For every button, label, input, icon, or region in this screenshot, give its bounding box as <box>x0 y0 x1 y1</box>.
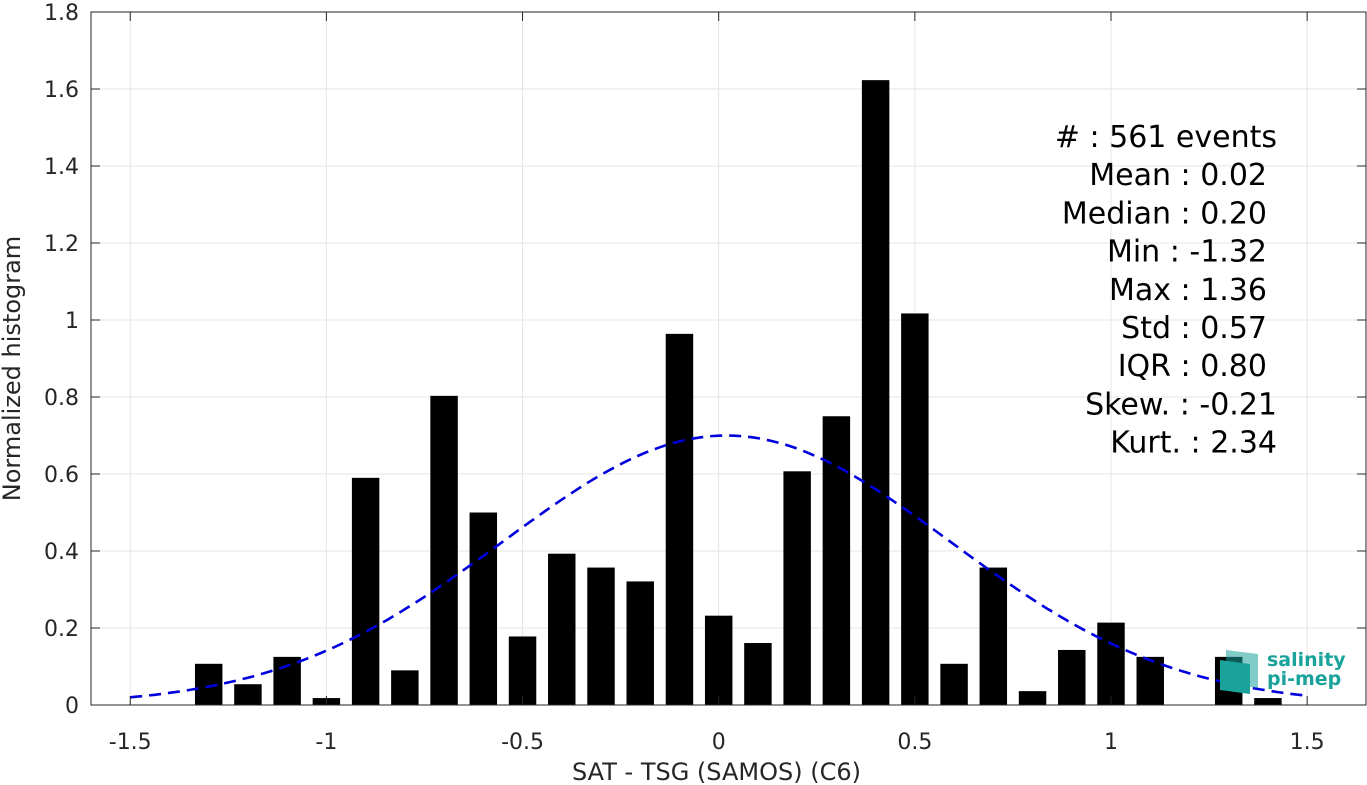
histogram-bar <box>351 477 380 705</box>
y-tick-label: 1 <box>65 309 79 334</box>
y-tick-label: 1.8 <box>44 1 79 26</box>
histogram-bar <box>1136 656 1164 705</box>
stats-line: Max : 1.36 <box>1109 273 1267 308</box>
plot-frame <box>90 11 1367 706</box>
histogram-bar <box>940 663 968 705</box>
x-tick-label: 0.5 <box>897 730 932 755</box>
y-tick-label: 1.2 <box>44 232 79 257</box>
histogram-bar <box>430 395 458 705</box>
logo-text-pi-mep: pi-mep <box>1267 668 1341 690</box>
histogram-bar <box>587 567 615 705</box>
histogram-bar <box>194 663 223 705</box>
histogram-bar <box>1097 622 1125 705</box>
y-axis-ticks: 0 0.2 0.4 0.6 0.8 1 1.2 1.4 1.6 1.8 <box>44 1 1366 719</box>
histogram-bar <box>548 553 576 705</box>
histogram-bar <box>1018 691 1047 705</box>
stats-line: Mean : 0.02 <box>1089 158 1267 193</box>
histogram-bar <box>783 471 811 705</box>
stats-line: Kurt. : 2.34 <box>1110 426 1277 461</box>
x-axis-label: SAT - TSG (SAMOS) (C6) <box>572 758 861 785</box>
x-tick-label: -0.5 <box>501 730 544 755</box>
stats-line: Skew. : -0.21 <box>1085 387 1277 422</box>
histogram-bar <box>704 615 733 705</box>
x-axis-ticks: -1.5 -1 -0.5 0 0.5 1 1.5 <box>109 12 1325 755</box>
x-tick-label: 1 <box>1104 730 1118 755</box>
histogram-bar <box>273 656 301 705</box>
histogram-bars <box>194 80 1282 705</box>
histogram-bar <box>861 80 890 705</box>
logo-icon-front <box>1220 660 1250 694</box>
logo-text-salinity: salinity <box>1267 649 1346 671</box>
y-tick-label: 1.6 <box>44 78 79 103</box>
histogram-bar <box>626 581 654 705</box>
stats-line: Median : 0.20 <box>1062 196 1267 231</box>
histogram-bar <box>234 684 262 705</box>
y-axis-label: Normalized histogram <box>0 236 26 501</box>
histogram-bar <box>822 416 851 705</box>
stats-line: Min : -1.32 <box>1107 235 1267 270</box>
histogram-bar <box>469 512 498 705</box>
histogram-bar <box>979 567 1008 705</box>
x-tick-label: -1.5 <box>109 730 152 755</box>
histogram-bar <box>1254 698 1282 705</box>
y-tick-label: 0.8 <box>44 386 79 411</box>
gaussian-fit-curve <box>130 434 1308 699</box>
x-tick-label: 0 <box>712 730 726 755</box>
histogram-bar <box>391 670 419 705</box>
y-tick-label: 0.4 <box>44 540 79 565</box>
salinity-pi-mep-logo: salinity pi-mep <box>1220 649 1346 694</box>
y-tick-label: 1.4 <box>44 155 79 180</box>
histogram-bar <box>508 636 537 705</box>
stats-line: IQR : 0.80 <box>1118 349 1267 384</box>
histogram-bar <box>665 333 694 705</box>
x-tick-label: 1.5 <box>1290 730 1325 755</box>
y-tick-label: 0 <box>65 694 79 719</box>
x-tick-label: -1 <box>315 730 337 755</box>
stats-line: Std : 0.57 <box>1121 311 1267 346</box>
y-tick-label: 0.6 <box>44 463 79 488</box>
histogram-bar <box>744 643 772 705</box>
stats-line: # : 561 events <box>1055 120 1277 155</box>
histogram-bar <box>1058 649 1086 705</box>
y-tick-label: 0.2 <box>44 617 79 642</box>
